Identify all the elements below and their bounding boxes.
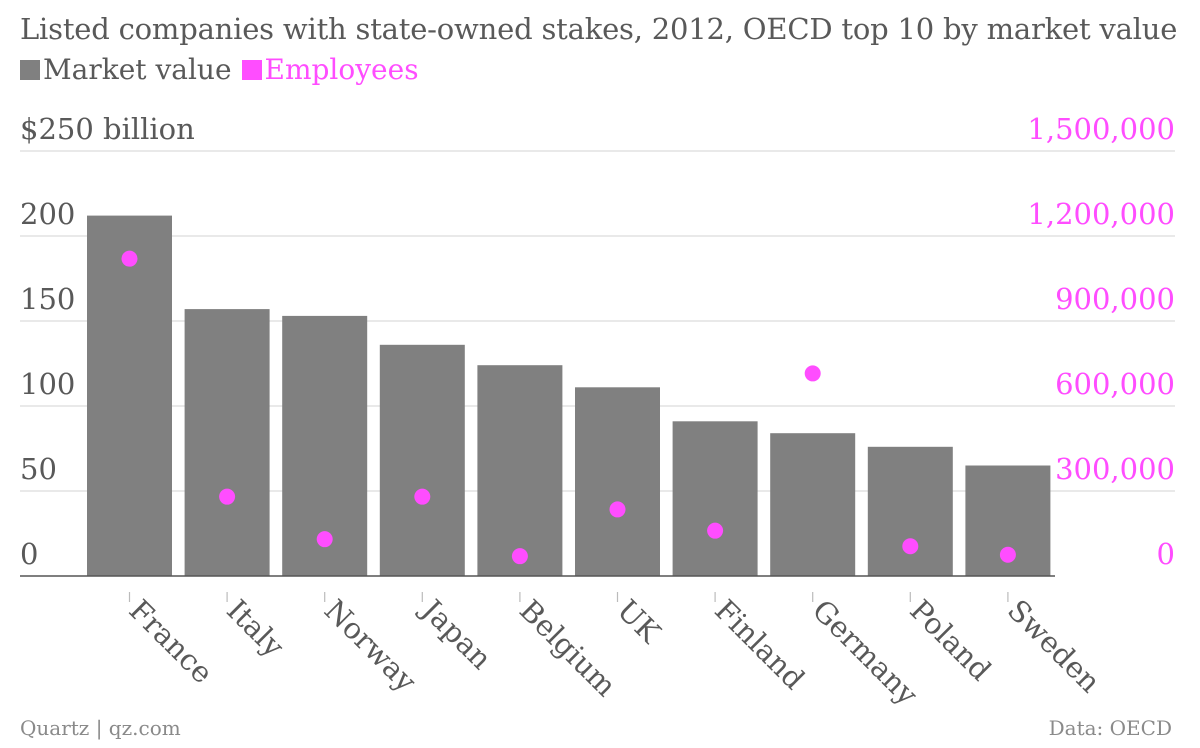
dot-employees [316, 531, 333, 548]
bar-market-value [672, 421, 758, 576]
x-axis-category-label: Belgium [513, 593, 623, 703]
legend-label-employees: Employees [264, 53, 419, 86]
bar-market-value [477, 365, 563, 576]
bar-market-value [575, 387, 660, 576]
dot-employees [219, 488, 236, 505]
left-axis-tick-label: 150 [20, 282, 75, 316]
right-axis-tick-label: 900,000 [1055, 282, 1175, 316]
right-axis-tick-label: 600,000 [1055, 367, 1175, 401]
left-axis-tick-label: 0 [20, 537, 38, 571]
dot-employees [609, 501, 626, 518]
x-axis-category-label: France [123, 593, 220, 690]
right-axis-tick-label: 300,000 [1055, 452, 1175, 486]
right-axis-tick-label: 0 [1157, 537, 1175, 571]
legend: Market value Employees [20, 53, 429, 86]
data-source: Data: OECD [1048, 716, 1172, 740]
source-credit: Quartz | qz.com [20, 716, 181, 740]
legend-swatch-market-value [20, 59, 40, 80]
bar-market-value [770, 433, 856, 576]
left-axis-tick-label: 50 [20, 452, 57, 486]
x-axis-category-label: UK [611, 593, 669, 651]
left-axis-tick-label: $250 billion [20, 112, 195, 146]
bar-market-value [184, 309, 270, 576]
chart-title: Listed companies with state-owned stakes… [20, 12, 1178, 46]
x-axis-category-label: Poland [903, 593, 997, 687]
dot-employees [121, 250, 138, 267]
legend-item-employees: Employees [241, 53, 419, 86]
bar-market-value [867, 446, 953, 576]
dot-employees [707, 522, 724, 539]
bar-market-value [87, 215, 172, 576]
x-axis-category-label: Norway [318, 593, 424, 699]
dot-employees [414, 488, 431, 505]
x-axis-category-label: Italy [220, 593, 291, 664]
x-axis-category-label: Finland [708, 593, 811, 696]
dot-employees [511, 548, 528, 565]
x-axis-category-label: Sweden [1001, 593, 1107, 699]
x-axis-category-label: Germany [806, 593, 925, 712]
dot-employees [999, 546, 1016, 563]
left-axis-tick-label: 200 [20, 197, 75, 231]
dot-employees [902, 538, 919, 555]
left-axis-tick-label: 100 [20, 367, 75, 401]
legend-swatch-employees [241, 59, 262, 80]
right-axis-tick-label: 1,500,000 [1027, 112, 1175, 146]
legend-label-market-value: Market value [43, 53, 232, 86]
legend-item-market-value: Market value [20, 53, 232, 86]
dot-employees [804, 365, 821, 382]
bar-market-value [379, 344, 465, 576]
right-axis-tick-label: 1,200,000 [1027, 197, 1175, 231]
x-axis-category-label: Japan [413, 591, 498, 676]
